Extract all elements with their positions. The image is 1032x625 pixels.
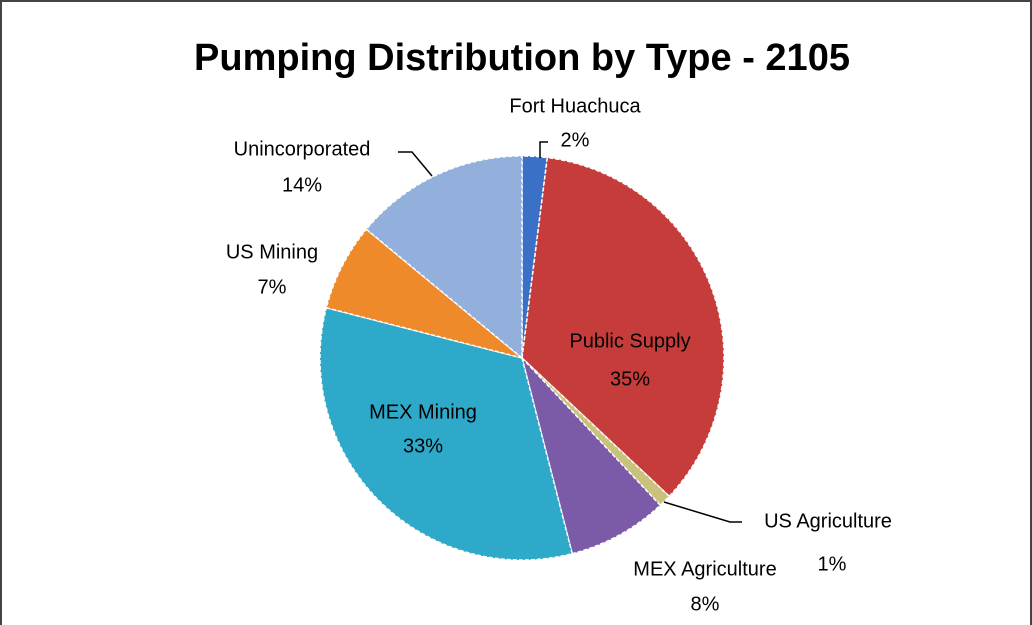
slice-value-label: 7%	[258, 276, 287, 298]
slice-value-label: 14%	[282, 174, 322, 196]
pie-slice	[521, 357, 671, 507]
leader-line	[539, 141, 548, 158]
pie-slice	[521, 156, 725, 498]
slice-label: US Agriculture	[764, 510, 892, 532]
slice-label: Unincorporated	[234, 138, 371, 160]
leader-line	[663, 501, 742, 523]
chart-title: Pumping Distribution by Type - 2105	[194, 37, 850, 79]
slice-label: Public Supply	[569, 330, 690, 352]
slice-label: Fort Huachuca	[509, 95, 641, 117]
slice-label: MEX Mining	[369, 401, 477, 423]
pie-slice	[325, 228, 523, 359]
slice-value-label: 33%	[403, 435, 443, 457]
pie	[319, 155, 725, 561]
pie-slice	[319, 306, 574, 561]
pie-slice	[521, 357, 662, 555]
pie-slice	[365, 155, 523, 360]
slice-value-label: 1%	[818, 553, 847, 575]
slice-value-label: 8%	[691, 593, 720, 615]
slice-value-label: 2%	[561, 129, 590, 151]
slice-label: US Mining	[226, 241, 318, 263]
slice-label: MEX Agriculture	[633, 558, 776, 580]
slice-value-label: 35%	[610, 368, 650, 390]
leader-line	[398, 151, 433, 177]
